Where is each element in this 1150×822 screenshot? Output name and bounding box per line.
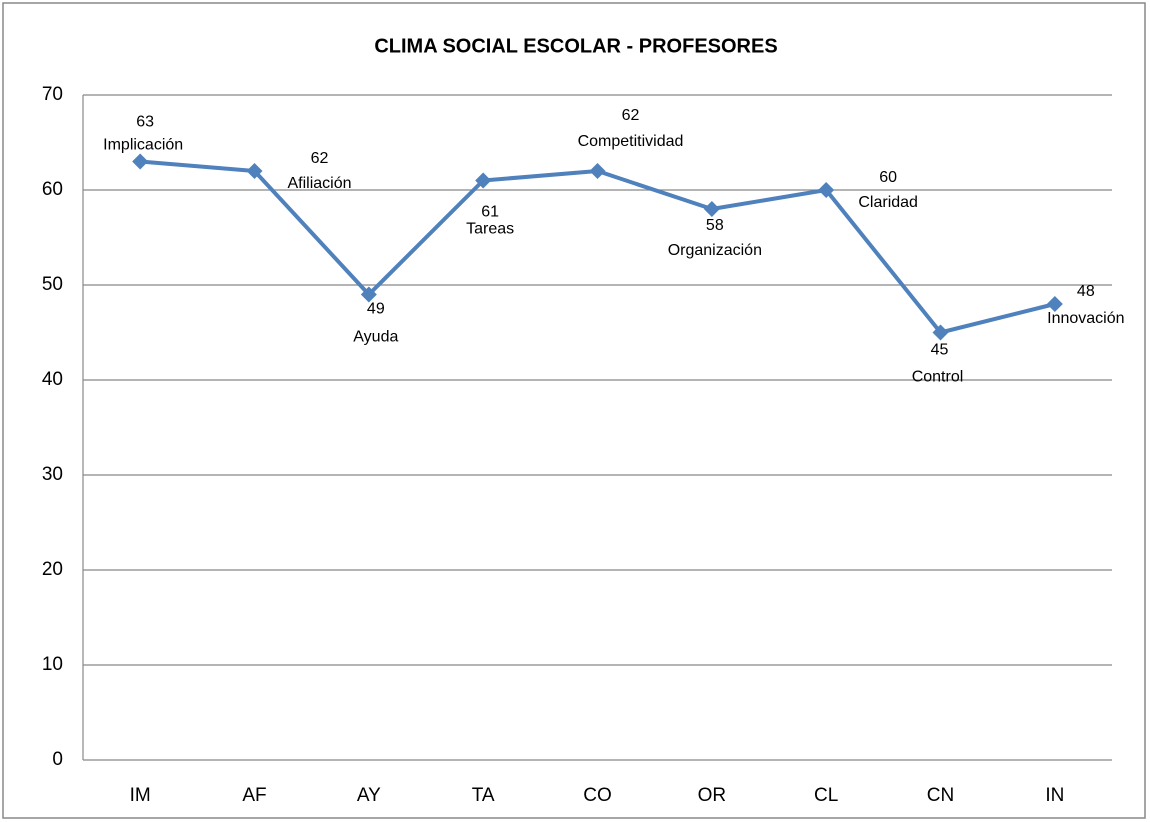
y-tick-label: 60 <box>42 179 63 200</box>
annotation: Tareas <box>466 221 514 238</box>
data-point <box>1046 296 1063 312</box>
y-tick-label: 20 <box>42 559 63 580</box>
y-tick-label: 40 <box>42 369 63 390</box>
y-tick-label: 0 <box>52 749 63 770</box>
x-tick-label: OR <box>698 785 727 806</box>
x-tick-label: TA <box>472 785 495 806</box>
x-tick-label: IN <box>1045 785 1064 806</box>
data-label: 63 <box>136 114 154 131</box>
data-point <box>818 182 835 198</box>
y-tick-label: 50 <box>42 274 63 295</box>
annotation: Afiliación <box>287 175 351 192</box>
data-label: 60 <box>879 169 897 186</box>
annotation: Ayuda <box>353 329 398 346</box>
x-tick-label: CO <box>583 785 612 806</box>
y-tick-label: 10 <box>42 654 63 675</box>
data-label: 48 <box>1077 283 1095 300</box>
annotation: Control <box>912 369 964 386</box>
annotation: Claridad <box>858 194 918 211</box>
x-tick-label: CL <box>814 785 838 806</box>
data-point <box>589 163 606 179</box>
x-tick-label: IM <box>130 785 151 806</box>
y-tick-label: 30 <box>42 464 63 485</box>
data-point <box>360 286 377 303</box>
data-point <box>703 201 720 217</box>
annotation: Implicación <box>103 137 183 154</box>
x-tick-label: AF <box>242 785 266 806</box>
chart-title: CLIMA SOCIAL ESCOLAR - PROFESORES <box>374 35 777 57</box>
data-point <box>132 153 149 170</box>
data-label: 62 <box>622 107 640 124</box>
annotation: Competitividad <box>578 133 684 150</box>
data-label: 62 <box>311 150 329 167</box>
data-label: 45 <box>931 342 949 359</box>
annotation: Innovación <box>1047 310 1124 327</box>
data-label: 61 <box>481 204 499 221</box>
data-point <box>475 172 492 189</box>
x-tick-label: AY <box>357 785 381 806</box>
y-tick-label: 70 <box>42 84 63 105</box>
data-point <box>932 324 949 341</box>
data-point <box>246 163 263 179</box>
annotation: Organización <box>668 242 762 259</box>
data-label: 49 <box>367 301 385 318</box>
data-label: 58 <box>706 217 724 234</box>
x-tick-label: CN <box>927 785 954 806</box>
